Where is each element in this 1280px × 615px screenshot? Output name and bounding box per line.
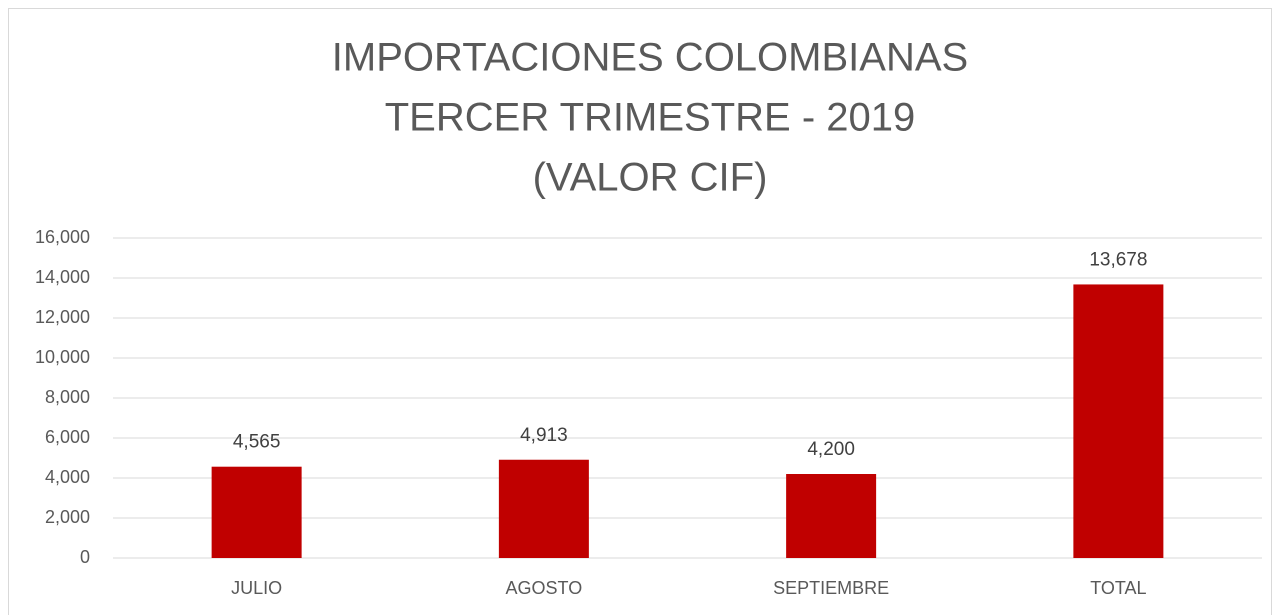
value-label: 4,565 — [233, 432, 281, 453]
y-tick-label: 2,000 — [45, 507, 90, 527]
chart-title: (VALOR CIF) — [533, 156, 768, 200]
x-tick-label: JULIO — [231, 578, 282, 598]
y-tick-label: 16,000 — [35, 227, 90, 247]
y-tick-label: 6,000 — [45, 427, 90, 447]
chart-title: IMPORTACIONES COLOMBIANAS — [332, 36, 968, 80]
y-tick-label: 0 — [80, 547, 90, 567]
y-tick-label: 12,000 — [35, 307, 90, 327]
y-tick-label: 8,000 — [45, 387, 90, 407]
bar — [211, 466, 302, 558]
bar — [1073, 284, 1164, 558]
x-tick-label: AGOSTO — [506, 578, 583, 598]
y-tick-label: 14,000 — [35, 267, 90, 287]
y-tick-label: 10,000 — [35, 347, 90, 367]
x-tick-label: SEPTIEMBRE — [773, 578, 889, 598]
value-label: 4,913 — [520, 425, 568, 446]
chart-title: TERCER TRIMESTRE - 2019 — [385, 96, 916, 140]
bar — [498, 459, 589, 558]
value-label: 13,678 — [1089, 249, 1147, 270]
bar — [786, 474, 877, 558]
y-tick-label: 4,000 — [45, 467, 90, 487]
value-label: 4,200 — [807, 439, 855, 460]
x-tick-label: TOTAL — [1090, 578, 1146, 598]
